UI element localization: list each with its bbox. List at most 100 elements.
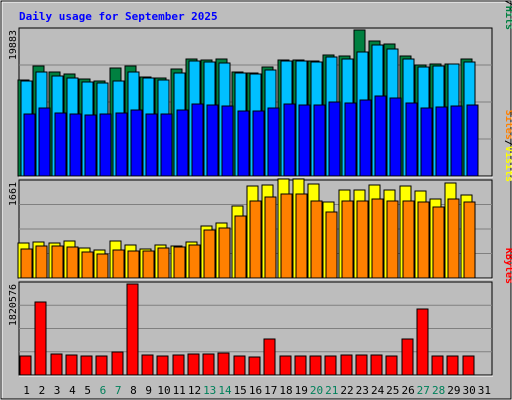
panel-legend: Pages/Files/Hits — [503, 0, 512, 30]
bar-sites-day-28 — [432, 206, 445, 279]
bar-kbytes-day-3 — [50, 353, 63, 376]
bar-sites-day-16 — [249, 200, 262, 279]
bar-sites-day-15 — [234, 215, 247, 279]
bar-pages-day-25 — [389, 97, 402, 177]
x-tick-label: 7 — [115, 384, 122, 397]
x-tick-label: 17 — [264, 384, 277, 397]
bar-pages-day-16 — [252, 110, 265, 177]
bar-pages-day-5 — [84, 114, 97, 177]
bar-kbytes-day-7 — [111, 351, 124, 376]
x-tick-label: 15 — [234, 384, 247, 397]
bar-sites-day-4 — [66, 246, 79, 279]
x-tick-label: 18 — [279, 384, 292, 397]
y-max-label: 19883 — [8, 30, 19, 60]
legend-entry: / — [503, 0, 512, 6]
bar-kbytes-day-28 — [431, 355, 444, 376]
bar-kbytes-day-27 — [416, 308, 429, 376]
legend-entry: KBytes — [503, 248, 512, 284]
bar-kbytes-day-4 — [65, 354, 78, 376]
bar-pages-day-29 — [450, 105, 463, 177]
legend-entry: Visits — [503, 146, 512, 182]
bar-sites-day-18 — [280, 193, 293, 279]
bar-pages-day-21 — [328, 101, 341, 177]
bar-sites-day-6 — [96, 253, 109, 279]
bar-kbytes-day-23 — [355, 354, 368, 376]
panel-legend: KBytes — [503, 248, 512, 284]
bar-pages-day-30 — [466, 104, 479, 177]
x-tick-label: 5 — [84, 384, 91, 397]
bar-sites-day-26 — [402, 200, 415, 279]
x-tick-label: 20 — [310, 384, 323, 397]
bar-pages-day-13 — [206, 104, 219, 177]
bar-pages-day-7 — [115, 112, 128, 177]
x-tick-label: 31 — [478, 384, 491, 397]
bar-kbytes-day-20 — [309, 355, 322, 376]
bar-pages-day-11 — [176, 109, 189, 177]
bar-sites-day-20 — [310, 200, 323, 279]
bar-sites-day-10 — [157, 247, 170, 279]
bar-kbytes-day-14 — [217, 352, 230, 376]
bar-kbytes-day-5 — [80, 355, 93, 376]
bar-kbytes-day-9 — [141, 354, 154, 376]
x-tick-label: 22 — [340, 384, 353, 397]
bar-kbytes-day-30 — [462, 355, 475, 376]
bar-kbytes-day-25 — [385, 355, 398, 376]
x-tick-label: 12 — [188, 384, 201, 397]
y-max-label: 1820576 — [8, 284, 19, 326]
legend-entry: Sites — [503, 110, 512, 140]
x-tick-label: 11 — [173, 384, 186, 397]
bar-pages-day-12 — [191, 103, 204, 177]
x-tick-label: 28 — [432, 384, 445, 397]
bar-kbytes-day-21 — [324, 355, 337, 376]
bar-sites-day-7 — [112, 249, 125, 279]
bar-sites-day-22 — [341, 200, 354, 279]
bar-kbytes-day-10 — [156, 355, 169, 376]
bar-pages-day-20 — [313, 104, 326, 177]
bar-pages-day-3 — [54, 112, 67, 177]
bar-kbytes-day-16 — [248, 356, 261, 376]
bar-kbytes-day-8 — [126, 283, 139, 376]
bar-sites-day-27 — [417, 201, 430, 279]
x-tick-label: 2 — [39, 384, 46, 397]
bar-sites-day-19 — [295, 193, 308, 279]
panel-visits-sites: 1661 Sites/Visits — [8, 110, 512, 280]
x-tick-label: 27 — [417, 384, 430, 397]
bar-pages-day-8 — [130, 109, 143, 177]
bar-sites-day-25 — [386, 200, 399, 279]
bar-kbytes-day-19 — [294, 355, 307, 376]
x-tick-label: 10 — [157, 384, 170, 397]
bar-sites-day-2 — [35, 245, 48, 279]
bar-sites-day-11 — [173, 246, 186, 279]
x-tick-label: 6 — [100, 384, 107, 397]
bar-kbytes-day-13 — [202, 353, 215, 376]
x-tick-label: 8 — [130, 384, 137, 397]
x-tick-label: 25 — [386, 384, 399, 397]
bar-kbytes-day-15 — [233, 355, 246, 376]
y-max-label: 1661 — [8, 182, 19, 206]
x-tick-label: 19 — [295, 384, 308, 397]
x-tick-label: 26 — [401, 384, 414, 397]
bar-sites-day-23 — [356, 200, 369, 279]
bar-pages-day-14 — [221, 105, 234, 177]
bar-pages-day-28 — [435, 106, 448, 177]
bar-kbytes-day-22 — [340, 354, 353, 376]
bar-pages-day-10 — [160, 113, 173, 177]
bar-sites-day-29 — [447, 198, 460, 279]
bar-pages-day-17 — [267, 107, 280, 177]
bar-kbytes-day-18 — [279, 355, 292, 376]
legend-entry: / — [503, 140, 512, 146]
bar-sites-day-1 — [20, 248, 33, 279]
x-tick-label: 24 — [371, 384, 385, 397]
panel-kbytes: 1820576 KBytes — [8, 248, 512, 377]
bar-sites-day-14 — [218, 227, 231, 279]
bar-pages-day-15 — [237, 110, 250, 177]
chart-title: Daily usage for September 2025 — [19, 10, 218, 23]
x-tick-label: 14 — [218, 384, 232, 397]
bar-kbytes-day-29 — [446, 355, 459, 376]
bar-pages-day-18 — [283, 103, 296, 177]
x-tick-label: 1 — [23, 384, 30, 397]
x-tick-label: 9 — [145, 384, 152, 397]
bar-sites-day-12 — [188, 244, 201, 279]
bar-pages-day-27 — [420, 107, 433, 177]
bar-kbytes-day-26 — [401, 338, 414, 376]
